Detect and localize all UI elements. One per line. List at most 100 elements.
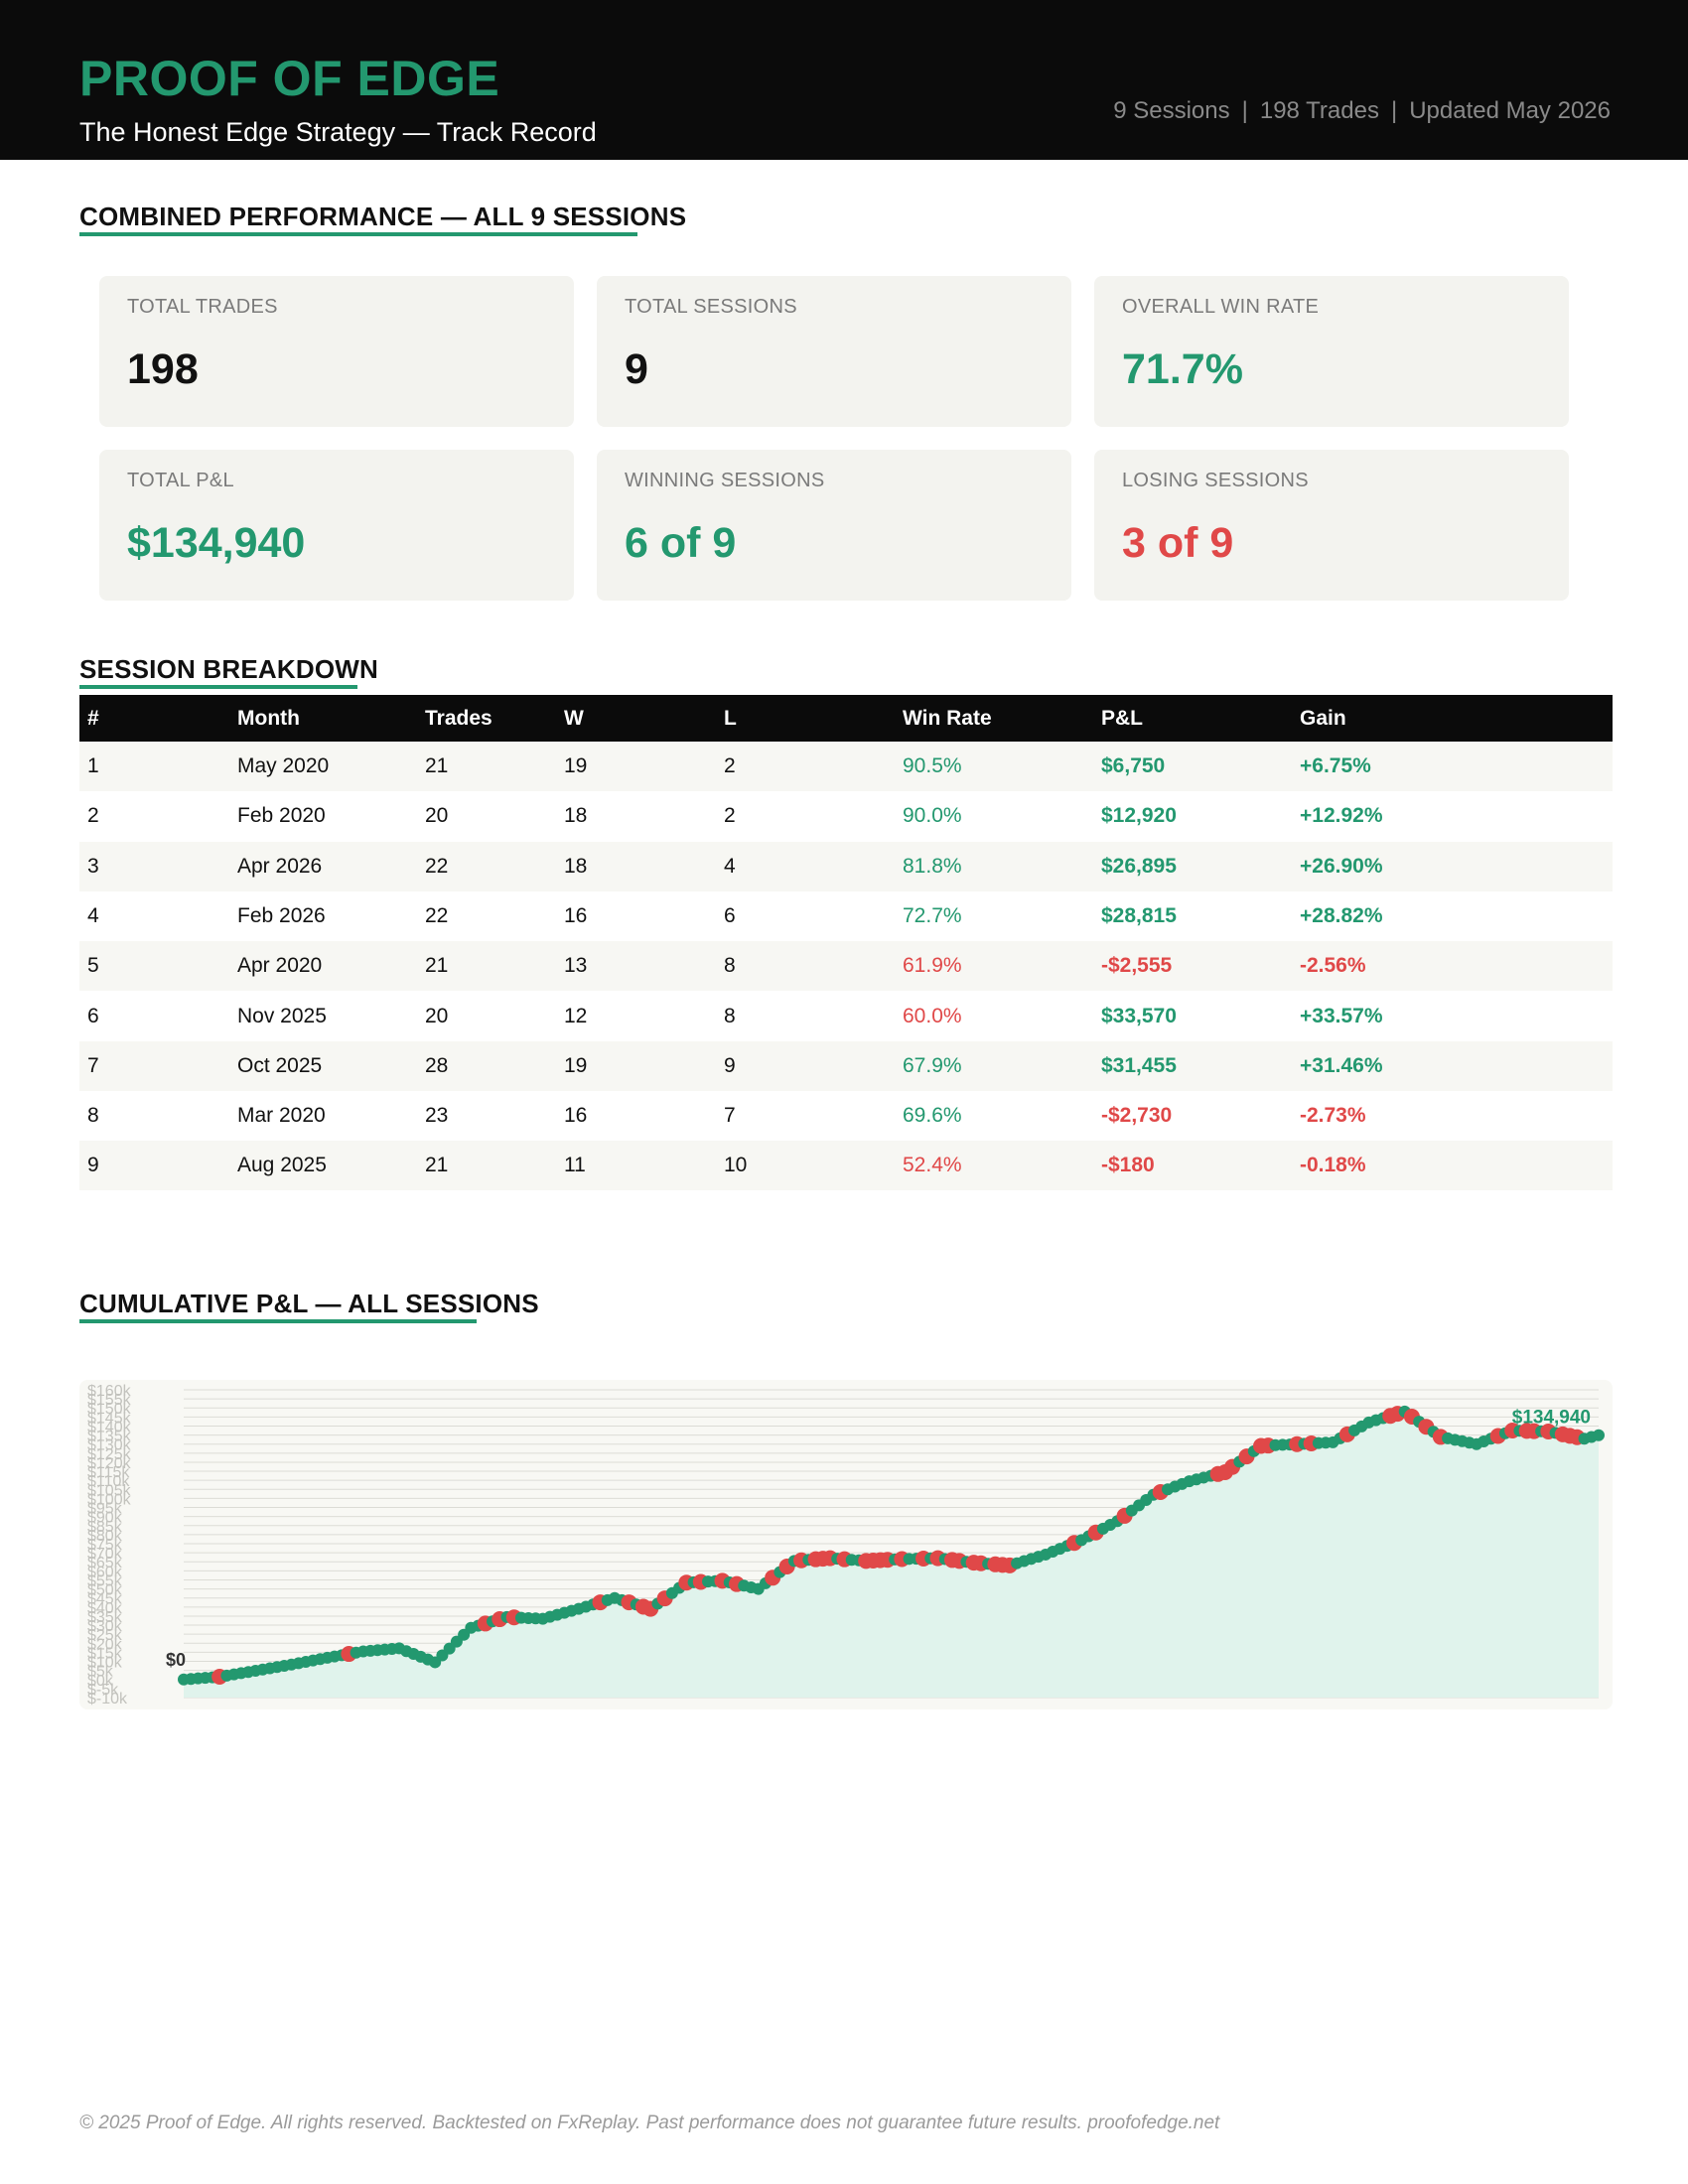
row-pnl: $6,750 — [1101, 754, 1166, 777]
row-pnl: -$2,730 — [1101, 1104, 1173, 1128]
card-value: 71.7% — [1122, 345, 1243, 393]
card-value: 3 of 9 — [1122, 519, 1234, 567]
y-tick-label: $15k — [87, 1645, 123, 1662]
column-header: P&L — [1101, 707, 1143, 730]
row-number: 6 — [87, 1004, 99, 1027]
card-winning-sessions: WINNING SESSIONS 6 of 9 — [597, 450, 1071, 601]
y-tick-label: $55k — [87, 1572, 123, 1589]
row-month: Mar 2020 — [237, 1104, 326, 1128]
table-row: 5 Apr 2020 21 13 8 61.9% -$2,555 -2.56% — [79, 941, 1613, 992]
row-win-rate: 52.4% — [903, 1154, 962, 1177]
y-tick-label: $35k — [87, 1609, 123, 1626]
y-tick-label: $50k — [87, 1582, 123, 1599]
row-win-rate: 72.7% — [903, 903, 962, 927]
row-losses: 10 — [724, 1154, 748, 1177]
row-win-rate: 61.9% — [903, 954, 962, 978]
y-tick-label: $30k — [87, 1618, 123, 1635]
y-tick-label: $145k — [87, 1410, 132, 1427]
card-overall-win-rate: OVERALL WIN RATE 71.7% — [1094, 276, 1569, 427]
y-tick-label: $45k — [87, 1591, 123, 1608]
card-label: WINNING SESSIONS — [625, 470, 825, 491]
row-trades: 20 — [425, 1004, 449, 1027]
card-label: OVERALL WIN RATE — [1122, 296, 1320, 318]
meta-separator: | — [1241, 97, 1248, 124]
row-wins: 18 — [564, 804, 588, 828]
row-wins: 12 — [564, 1004, 588, 1027]
row-pnl: $28,815 — [1101, 903, 1177, 927]
row-losses: 8 — [724, 954, 736, 978]
row-number: 9 — [87, 1154, 99, 1177]
y-tick-label: $135k — [87, 1429, 132, 1445]
row-pnl: -$2,555 — [1101, 954, 1173, 978]
row-losses: 9 — [724, 1053, 736, 1077]
row-losses: 2 — [724, 754, 736, 777]
y-tick-label: $120k — [87, 1455, 132, 1472]
card-value: 9 — [625, 345, 648, 393]
row-wins: 16 — [564, 903, 588, 927]
row-trades: 28 — [425, 1053, 449, 1077]
meta-updated: Updated May 2026 — [1409, 97, 1611, 124]
row-trades: 20 — [425, 804, 449, 828]
table-row: 9 Aug 2025 21 11 10 52.4% -$180 -0.18% — [79, 1141, 1613, 1191]
y-tick-label: $140k — [87, 1419, 132, 1435]
column-header: Win Rate — [903, 707, 992, 730]
section-underline — [79, 1319, 477, 1323]
row-gain: +12.92% — [1300, 804, 1383, 828]
meta-trades: 198 Trades — [1259, 97, 1379, 124]
y-tick-label: $80k — [87, 1528, 123, 1545]
y-tick-label: $10k — [87, 1655, 123, 1672]
row-pnl: -$180 — [1101, 1154, 1155, 1177]
row-month: Apr 2026 — [237, 854, 323, 878]
y-tick-label: $90k — [87, 1510, 123, 1527]
row-wins: 18 — [564, 854, 588, 878]
section-underline — [79, 232, 637, 236]
row-losses: 7 — [724, 1104, 736, 1128]
column-header: L — [724, 707, 737, 730]
card-total-trades: TOTAL TRADES 198 — [99, 276, 574, 427]
y-tick-label: $25k — [87, 1627, 123, 1644]
card-value: 6 of 9 — [625, 519, 737, 567]
y-tick-label: $-10k — [87, 1691, 128, 1707]
row-number: 3 — [87, 854, 99, 878]
table-row: 7 Oct 2025 28 19 9 67.9% $31,455 +31.46% — [79, 1040, 1613, 1091]
y-tick-label: $40k — [87, 1600, 123, 1617]
row-win-rate: 69.6% — [903, 1104, 962, 1128]
row-win-rate: 90.5% — [903, 754, 962, 777]
card-total-sessions: TOTAL SESSIONS 9 — [597, 276, 1071, 427]
card-value: 198 — [127, 345, 199, 393]
meta-separator: | — [1390, 97, 1398, 124]
card-label: TOTAL TRADES — [127, 296, 278, 318]
equity-area — [184, 1411, 1599, 1698]
row-losses: 4 — [724, 854, 736, 878]
y-tick-label: $115k — [87, 1464, 130, 1481]
column-header: W — [564, 707, 584, 730]
row-month: May 2020 — [237, 754, 330, 777]
row-number: 1 — [87, 754, 99, 777]
table-row: 6 Nov 2025 20 12 8 60.0% $33,570 +33.57% — [79, 992, 1613, 1041]
row-losses: 8 — [724, 1004, 736, 1027]
table-row: 8 Mar 2020 23 16 7 69.6% -$2,730 -2.73% — [79, 1091, 1613, 1141]
y-tick-label: $100k — [87, 1491, 132, 1508]
chart-svg: $-10k$-5k$0k$5k$10k$15k$20k$25k$30k$35k$… — [87, 1383, 1605, 1707]
table-header: # Month Trades W L Win Rate P&L Gain — [79, 695, 1613, 742]
y-tick-label: $150k — [87, 1401, 132, 1418]
y-tick-label: $65k — [87, 1555, 123, 1571]
row-trades: 22 — [425, 903, 449, 927]
column-header: Month — [237, 707, 300, 730]
table-row: 4 Feb 2026 22 16 6 72.7% $28,815 +28.82% — [79, 891, 1613, 941]
card-total-pnl: TOTAL P&L $134,940 — [99, 450, 574, 601]
row-trades: 21 — [425, 754, 449, 777]
column-header: Trades — [425, 707, 492, 730]
y-tick-label: $70k — [87, 1546, 123, 1563]
row-trades: 21 — [425, 954, 449, 978]
section-title-cumulative: CUMULATIVE P&L — ALL SESSIONS — [79, 1289, 539, 1318]
column-header: Gain — [1300, 707, 1346, 730]
row-trades: 22 — [425, 854, 449, 878]
row-wins: 11 — [564, 1154, 586, 1177]
row-gain: +6.75% — [1300, 754, 1371, 777]
row-gain: +28.82% — [1300, 903, 1383, 927]
y-tick-label: $130k — [87, 1437, 132, 1454]
row-trades: 21 — [425, 1154, 449, 1177]
card-label: TOTAL P&L — [127, 470, 234, 491]
row-number: 8 — [87, 1104, 99, 1128]
